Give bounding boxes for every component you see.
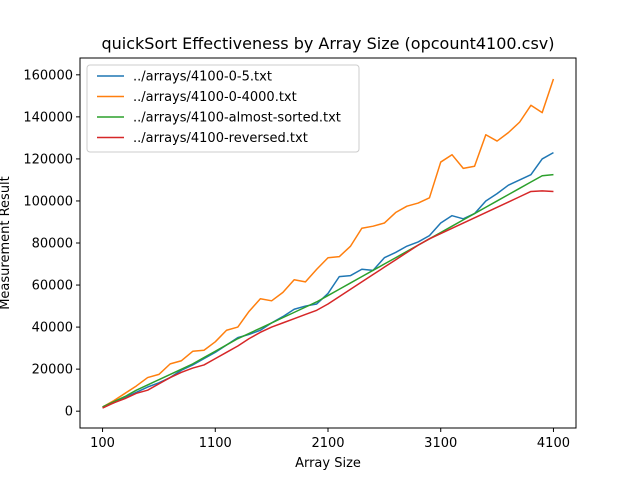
- y-tick-label-2: 40000: [32, 321, 73, 336]
- x-axis-label: Array Size: [295, 456, 361, 471]
- y-tick-label-4: 80000: [32, 237, 73, 252]
- series-line-1: [102, 78, 555, 408]
- y-tick-label-8: 160000: [23, 68, 73, 83]
- plot-area: [102, 78, 555, 409]
- y-axis-label: Measurement Result: [0, 176, 13, 310]
- series-line-3: [102, 190, 554, 409]
- legend-box: [86, 64, 360, 153]
- y-axis-ticks: 0 20000 40000 60000 80000 100000 120000 140000 1…: [23, 68, 80, 420]
- legend-label-1: ../arrays/4100-0-4000.txt: [133, 90, 297, 105]
- legend-label-2: ../arrays/4100-almost-sorted.txt: [133, 111, 341, 126]
- x-tick-label-4: 4100: [537, 436, 570, 451]
- legend-label-3: ../arrays/4100-reversed.txt: [133, 131, 308, 146]
- x-tick-label-2: 2100: [311, 436, 344, 451]
- y-tick-label-7: 140000: [23, 110, 73, 125]
- x-tick-label-1: 1100: [199, 436, 232, 451]
- x-tick-label-3: 3100: [424, 436, 457, 451]
- chart-title: quickSort Effectiveness by Array Size (o…: [101, 34, 554, 53]
- series-line-2: [102, 173, 554, 408]
- y-tick-label-6: 120000: [23, 152, 73, 167]
- y-tick-label-1: 20000: [32, 363, 73, 378]
- x-axis-ticks: 100 1100 2100 3100 4100: [90, 428, 570, 451]
- x-tick-label-0: 100: [90, 436, 115, 451]
- y-tick-label-0: 0: [65, 405, 73, 420]
- legend-label-0: ../arrays/4100-0-5.txt: [133, 70, 272, 85]
- y-tick-label-3: 60000: [32, 279, 73, 294]
- series-line-0: [102, 151, 554, 408]
- legend: ../arrays/4100-0-5.txt ../arrays/4100-0-4…: [86, 64, 360, 153]
- y-tick-label-5: 100000: [23, 194, 73, 209]
